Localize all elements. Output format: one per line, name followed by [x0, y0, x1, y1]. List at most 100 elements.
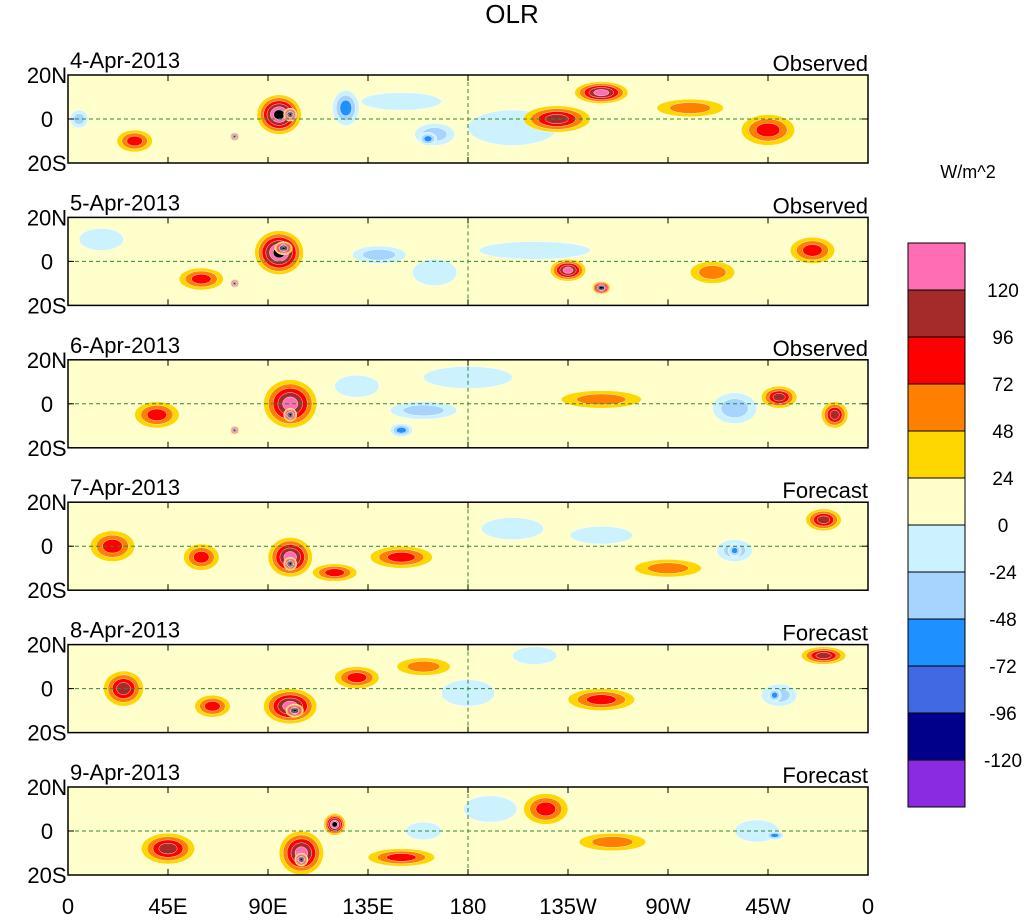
olr-anomaly-contour [599, 286, 604, 290]
olr-anomaly-contour [478, 241, 591, 260]
olr-anomaly-contour [771, 692, 778, 699]
panel-status: Forecast [782, 763, 868, 788]
olr-anomaly-contour [802, 244, 823, 257]
panel-date: 9-Apr-2013 [70, 760, 180, 785]
panel-date: 8-Apr-2013 [70, 618, 180, 643]
olr-anomaly-contour [829, 410, 840, 420]
olr-anomaly-contour [288, 562, 292, 566]
latitude-tick-label: 20S [27, 151, 66, 176]
olr-anomaly-contour [402, 404, 445, 417]
longitude-tick-label: 45E [148, 894, 187, 919]
colorbar-label: 0 [998, 516, 1009, 537]
colorbar-label: 120 [987, 281, 1019, 302]
olr-anomaly-contour [233, 429, 236, 432]
colorbar-label: -24 [989, 563, 1017, 584]
colorbar-label: -120 [984, 751, 1022, 772]
latitude-tick-label: 20N [27, 633, 67, 658]
latitude-tick-label: 20S [27, 578, 66, 603]
panel-date: 6-Apr-2013 [70, 333, 180, 358]
colorbar-swatch [907, 759, 966, 808]
panel-status: Forecast [782, 478, 868, 503]
map-panel: 20N 0 20S 7-Apr-2013 Forecast [27, 475, 869, 603]
colorbar-label: 48 [992, 422, 1013, 443]
latitude-tick-label: 20N [27, 348, 67, 373]
colorbar-swatch [907, 289, 966, 338]
olr-anomaly-contour [386, 853, 417, 862]
olr-anomaly-contour [158, 843, 178, 855]
olr-anomaly-contour [116, 682, 131, 695]
map-panel: 20N 0 20S 6-Apr-2013 Observed [27, 333, 869, 461]
latitude-tick-label: 0 [41, 107, 53, 132]
olr-anomaly-contour [324, 568, 345, 577]
colorbar-label: 96 [992, 328, 1013, 349]
olr-anomaly-contour [669, 102, 711, 114]
olr-anomaly-contour [288, 413, 292, 417]
olr-anomaly-contour [586, 694, 617, 705]
olr-anomaly-contour [126, 135, 143, 147]
olr-anomaly-contour [146, 408, 167, 421]
olr-anomaly-contour [593, 89, 610, 96]
colorbar-swatch [907, 242, 966, 291]
colorbar-swatch [907, 665, 966, 714]
olr-anomaly-contour [396, 427, 407, 434]
longitude-tick-label: 135W [539, 894, 597, 919]
olr-anomaly-contour [463, 795, 518, 823]
olr-anomaly-contour [233, 282, 236, 285]
olr-anomaly-contour [562, 266, 574, 274]
map-panel: 20N 0 20S 5-Apr-2013 Observed [27, 190, 869, 318]
latitude-tick-label: 20S [27, 721, 66, 746]
olr-anomaly-contour [731, 547, 738, 554]
colorbar-label: -96 [989, 704, 1016, 725]
olr-anomaly-contour [591, 836, 634, 848]
olr-anomaly-contour [406, 660, 441, 673]
panel-date: 4-Apr-2013 [70, 48, 180, 73]
latitude-tick-label: 0 [41, 392, 53, 417]
olr-anomaly-contour [815, 652, 832, 659]
olr-anomaly-contour [698, 265, 727, 280]
olr-anomaly-contour [193, 551, 210, 564]
colorbar-swatch [907, 336, 966, 385]
panel-status: Observed [773, 336, 868, 361]
latitude-tick-label: 20S [27, 436, 66, 461]
olr-anomaly-contour [362, 249, 396, 261]
olr-anomaly-contour [334, 375, 380, 398]
colorbar-swatch [907, 524, 966, 573]
longitude-tick-label: 90E [248, 894, 287, 919]
map-panel: 20N 0 20S 9-Apr-2013 Forecast [27, 760, 869, 888]
colorbar-swatch [907, 430, 966, 479]
longitude-tick-label: 90W [645, 894, 690, 919]
olr-anomaly-contour [481, 517, 544, 540]
latitude-tick-label: 0 [41, 677, 53, 702]
olr-anomaly-contour [339, 99, 352, 117]
latitude-tick-label: 0 [41, 534, 53, 559]
longitude-tick-label: 135E [342, 894, 393, 919]
latitude-tick-label: 20N [27, 775, 67, 800]
colorbar-label: 72 [992, 375, 1013, 396]
olr-anomaly-contour [720, 398, 749, 418]
olr-anomaly-contour [281, 246, 286, 250]
colorbar-swatch [907, 477, 966, 526]
longitude-tick-label: 45W [745, 894, 790, 919]
colorbar-label: 24 [992, 469, 1014, 490]
longitude-tick-label: 180 [450, 894, 487, 919]
olr-anomaly-contour [755, 122, 781, 138]
latitude-tick-label: 20N [27, 63, 67, 88]
olr-anomaly-contour [233, 135, 236, 138]
olr-anomaly-contour [817, 515, 830, 524]
olr-anomaly-contour [647, 562, 689, 574]
panel-date: 5-Apr-2013 [70, 190, 180, 215]
panel-status: Forecast [782, 621, 868, 646]
colorbar-swatch [907, 383, 966, 432]
colorbar-label: -48 [989, 610, 1016, 631]
olr-anomaly-contour [292, 709, 297, 713]
longitude-tick-label: 0 [862, 894, 874, 919]
olr-anomaly-contour [273, 109, 285, 120]
latitude-tick-label: 0 [41, 249, 53, 274]
map-panel: 20N 0 20S 8-Apr-2013 Forecast [27, 618, 869, 746]
panel-date: 7-Apr-2013 [70, 475, 180, 500]
olr-anomaly-contour [770, 833, 779, 838]
colorbar-label: -72 [989, 657, 1016, 678]
longitude-axis: 0 45E 90E 135E 180 135W 90W 45W 0 [62, 894, 874, 919]
units-label: W/m^2 [940, 162, 995, 182]
